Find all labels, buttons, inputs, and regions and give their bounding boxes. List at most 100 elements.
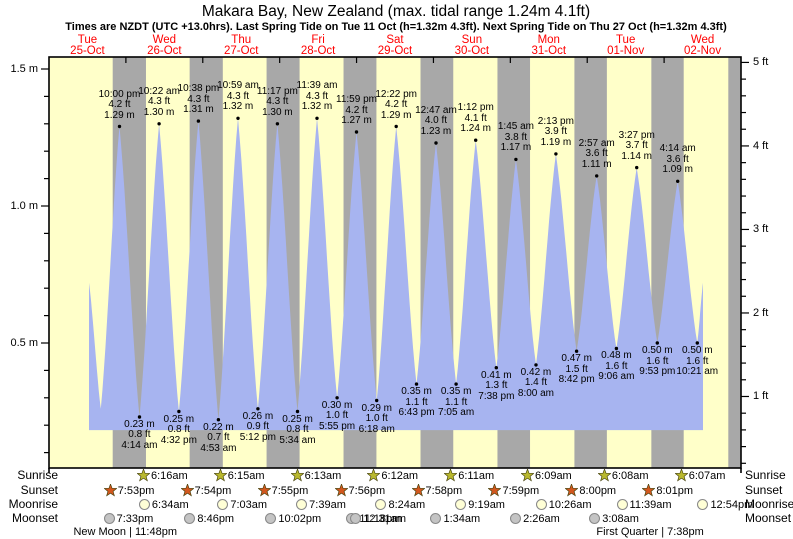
high-tide-dot bbox=[394, 124, 398, 129]
moonset-time: 11:18pm bbox=[359, 512, 402, 525]
day-date: 25-Oct bbox=[70, 45, 105, 57]
sunrise-event: 6:09am bbox=[521, 469, 572, 482]
high-tide-dot bbox=[554, 152, 558, 156]
tide-label-line: 1.0 ft bbox=[325, 410, 349, 422]
sunset-event: 7:59pm bbox=[488, 484, 539, 497]
moonrise-event: 7:03am bbox=[216, 498, 267, 511]
day-header: Tue 01-Nov bbox=[607, 34, 644, 57]
tide-label-line: 1.24 m bbox=[460, 123, 492, 135]
chart-subtitle: Times are NZDT (UTC +13.0hrs). Last Spri… bbox=[65, 21, 727, 33]
low-tide-dot bbox=[335, 396, 339, 400]
low-tide-label: 0.48 m 1.6 ft 9:06 am bbox=[598, 351, 634, 383]
low-tide-dot bbox=[655, 341, 659, 345]
low-tide-dot bbox=[375, 398, 379, 403]
moonrise-event: 11:39am bbox=[616, 498, 672, 511]
low-tide-label: 0.23 m 0.8 ft 4:14 am bbox=[121, 418, 157, 452]
tide-label-line: 1.5 ft bbox=[565, 363, 588, 375]
tide-label-line: 0.42 m bbox=[520, 366, 552, 378]
high-tide-label: 1:45 am 3.8 ft 1.17 m bbox=[498, 122, 534, 154]
tide-label-line: 6:18 am bbox=[358, 423, 395, 435]
low-tide-label: 0.26 m 0.9 ft 5:12 pm bbox=[240, 410, 276, 444]
day-date: 31-Oct bbox=[531, 45, 567, 57]
sunset-time: 8:01pm bbox=[656, 484, 694, 497]
row-label-left-sunset: Sunset bbox=[20, 483, 58, 497]
high-tide-label: 10:59 am 4.3 ft 1.32 m bbox=[217, 81, 259, 113]
sunrise-event: 6:15am bbox=[213, 469, 265, 482]
tide-label-line: 1.17 m bbox=[500, 142, 532, 154]
sunrise-star-icon bbox=[290, 469, 304, 482]
low-tide-label: 0.50 m 1.6 ft 9:53 pm bbox=[639, 345, 675, 378]
low-tide-dot bbox=[574, 349, 579, 353]
tide-label-line: 10:00 pm bbox=[98, 88, 141, 100]
sunset-star-icon bbox=[642, 484, 656, 497]
low-tide-label: 0.29 m 1.0 ft 6:18 am bbox=[358, 402, 395, 436]
moonset-time: 3:08am bbox=[602, 512, 639, 525]
tide-curve-area bbox=[89, 118, 703, 431]
day-header: Tue 25-Oct bbox=[70, 34, 105, 57]
high-tide-dot bbox=[595, 174, 599, 178]
tide-label-line: 0.23 m bbox=[124, 418, 155, 430]
moonrise-event: 6:34am bbox=[138, 498, 189, 511]
moonrise-time: 11:39am bbox=[629, 498, 672, 511]
moonrise-circle-icon bbox=[455, 498, 467, 511]
row-label-left-moonset: Moonset bbox=[11, 511, 58, 525]
high-tide-label: 10:38 pm 4.3 ft 1.31 m bbox=[178, 84, 220, 116]
tide-label-line: 1.1 ft bbox=[405, 396, 428, 408]
day-header: Sun 30-Oct bbox=[455, 34, 490, 57]
moonrise-event: 7:39am bbox=[295, 498, 346, 511]
sunset-time: 7:59pm bbox=[502, 484, 540, 497]
moon-phase-label: First Quarter | 7:38pm bbox=[596, 526, 704, 538]
day-name: Wed bbox=[152, 34, 177, 46]
day-header: Thu 27-Oct bbox=[224, 34, 259, 57]
sunrise-event: 6:07am bbox=[674, 469, 725, 482]
low-tide-dot bbox=[256, 407, 260, 411]
tide-label-line: 1.1 ft bbox=[444, 396, 468, 408]
tide-label-line: 0.47 m bbox=[561, 353, 592, 365]
sunset-star-icon bbox=[180, 484, 194, 497]
moonrise-circle-icon bbox=[217, 498, 229, 511]
moonset-time: 10:02pm bbox=[278, 512, 322, 525]
sunset-star-icon bbox=[257, 484, 271, 497]
low-tide-label: 0.35 m 1.1 ft 7:05 am bbox=[438, 387, 474, 419]
sunrise-time: 6:09am bbox=[535, 469, 572, 482]
tide-label-line: 1.6 ft bbox=[646, 355, 669, 367]
low-tide-dot bbox=[137, 415, 142, 419]
moon-phase-label: New Moon | 11:48pm bbox=[73, 526, 178, 538]
moonrise-circle-icon bbox=[697, 498, 709, 511]
sunset-event: 8:00pm bbox=[565, 484, 616, 497]
low-tide-dot bbox=[177, 409, 181, 414]
high-tide-label: 1:12 pm 4.1 ft 1.24 m bbox=[458, 103, 494, 135]
tide-label-line: 1:12 pm bbox=[457, 102, 494, 114]
left-axis-label: 1.0 m bbox=[10, 200, 38, 212]
high-tide-label: 12:47 am 4.0 ft 1.23 m bbox=[415, 105, 457, 138]
sunrise-time: 6:12am bbox=[381, 469, 419, 482]
moonset-circle-icon bbox=[350, 512, 362, 525]
right-axis-label: 3 ft bbox=[753, 223, 769, 236]
tide-label-line: 1.6 ft bbox=[605, 360, 628, 372]
tide-label-line: 1.27 m bbox=[341, 115, 372, 127]
tide-label-line: 0.8 ft bbox=[167, 424, 190, 435]
low-tide-dot bbox=[494, 366, 498, 370]
moonrise-event: 12:54pm bbox=[696, 498, 753, 511]
sunset-event: 7:56pm bbox=[334, 484, 385, 497]
low-tide-label: 0.30 m 1.0 ft 5:55 pm bbox=[319, 400, 355, 433]
tide-label-line: 4:14 am bbox=[659, 143, 696, 155]
day-header: Mon 31-Oct bbox=[531, 34, 567, 57]
low-tide-dot bbox=[414, 382, 419, 386]
day-name: Mon bbox=[537, 34, 560, 46]
tide-label-line: 1.29 m bbox=[104, 109, 135, 121]
left-axis-label: 1.5 m bbox=[10, 63, 38, 75]
sunrise-event: 6:16am bbox=[136, 469, 188, 482]
day-date: 28-Oct bbox=[300, 45, 336, 57]
tide-label-line: 0.26 m bbox=[242, 410, 274, 422]
tide-label-line: 0.8 ft bbox=[128, 429, 151, 441]
moonset-time: 7:33pm bbox=[116, 512, 154, 525]
high-tide-dot bbox=[676, 179, 680, 183]
high-tide-dot bbox=[196, 119, 201, 123]
tide-label-line: 0.8 ft bbox=[286, 424, 309, 435]
tide-label-line: 0.29 m bbox=[361, 402, 393, 414]
tide-label-line: 10:22 am bbox=[138, 85, 180, 97]
tide-label-line: 4.3 ft bbox=[226, 90, 250, 102]
moonrise-time: 9:19am bbox=[468, 498, 505, 511]
